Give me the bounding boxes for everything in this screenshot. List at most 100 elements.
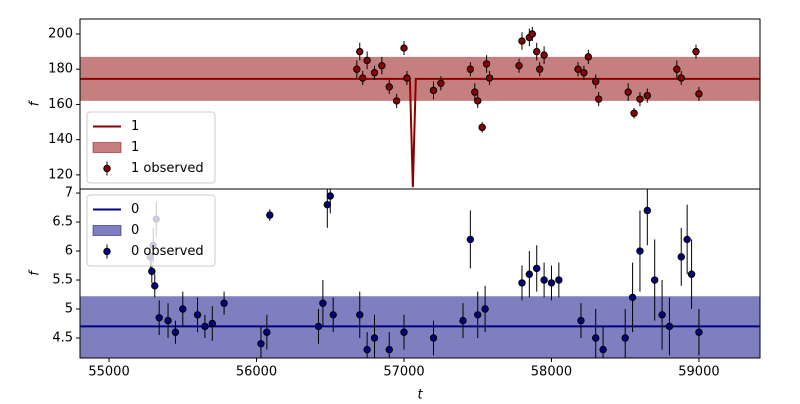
plot-area — [80, 26, 760, 188]
observed-point — [466, 65, 475, 73]
legend-swatch — [103, 164, 111, 173]
observed-point — [471, 88, 479, 96]
observed-point — [363, 345, 371, 354]
observed-point — [592, 334, 600, 342]
observed-point — [220, 299, 228, 307]
observed-point — [429, 334, 438, 342]
observed-point — [636, 247, 644, 255]
observed-point — [370, 334, 379, 342]
observed-point — [392, 97, 401, 105]
legend-box — [86, 111, 216, 184]
observed-point — [257, 340, 265, 348]
observed-point — [263, 328, 271, 336]
observed-point — [540, 51, 548, 59]
legend-swatch — [92, 225, 122, 236]
observed-point — [673, 65, 681, 73]
y-tick-label: 140 — [48, 132, 73, 147]
observed-point — [155, 314, 163, 322]
observed-point — [437, 79, 445, 88]
y-tick-label: 6 — [65, 244, 73, 259]
observed-point — [624, 88, 632, 96]
observed-point — [658, 311, 666, 319]
observed-point — [329, 311, 337, 319]
y-tick-label: 6.5 — [52, 215, 73, 230]
observed-point — [466, 235, 475, 244]
observed-point — [636, 95, 644, 103]
y-tick-label: 5 — [65, 302, 73, 317]
observed-point — [201, 322, 209, 331]
observed-point — [385, 83, 393, 91]
observed-point — [692, 47, 700, 56]
observed-point — [179, 305, 187, 313]
observed-point — [515, 61, 523, 70]
observed-point — [171, 328, 180, 336]
observed-point — [400, 44, 408, 52]
y-tick-label: 5.5 — [52, 273, 73, 288]
x-axis-label: t — [417, 388, 423, 401]
x-tick-label: 59000 — [678, 365, 719, 380]
legend-swatch — [92, 142, 122, 153]
legend-label: 1 — [131, 140, 139, 155]
observed-point — [266, 211, 274, 219]
observed-point — [643, 91, 652, 100]
observed-point — [385, 345, 393, 354]
observed-point — [574, 65, 582, 73]
legend-label: 1 — [131, 119, 139, 134]
observed-point — [148, 267, 156, 276]
observed-point — [555, 276, 563, 284]
observed-point — [459, 316, 467, 325]
y-tick-label: 180 — [48, 62, 73, 77]
x-tick-label: 58000 — [531, 365, 572, 380]
legend-label: 0 — [131, 223, 139, 238]
x-tick-label: 56000 — [236, 365, 277, 380]
legend-swatch — [103, 247, 111, 256]
observed-point — [151, 282, 159, 290]
observed-point — [319, 299, 327, 307]
observed-point — [535, 65, 544, 73]
observed-point — [478, 123, 486, 132]
observed-point — [482, 60, 491, 68]
observed-point — [378, 61, 386, 70]
observed-point — [665, 322, 674, 331]
observed-point — [683, 235, 691, 244]
observed-point — [518, 279, 526, 287]
observed-point — [621, 334, 629, 342]
observed-point — [533, 47, 541, 56]
observed-point — [628, 293, 637, 302]
observed-point — [599, 345, 607, 354]
axes-frame — [79, 188, 761, 359]
observed-point — [518, 37, 526, 45]
observed-point — [540, 276, 548, 284]
y-tick-label: 200 — [48, 26, 73, 41]
y-axis-label: f — [28, 99, 43, 106]
legend-label: 0 observed — [131, 244, 204, 259]
observed-point — [695, 90, 703, 98]
observed-point — [485, 74, 494, 82]
legend: 0 0 0 observed — [86, 194, 216, 267]
observed-point — [403, 74, 411, 82]
legend: 1 1 1 observed — [86, 111, 216, 184]
observed-point — [370, 69, 379, 77]
observed-point — [695, 328, 703, 336]
observed-point — [677, 253, 685, 261]
legend-label: 1 observed — [131, 161, 204, 176]
observed-point — [643, 206, 652, 215]
observed-point — [353, 65, 361, 73]
observed-point — [359, 74, 367, 82]
observed-point — [208, 319, 216, 328]
observed-point — [164, 316, 172, 325]
observed-point — [429, 86, 438, 95]
observed-point — [474, 311, 482, 319]
observed-point — [651, 276, 659, 284]
observed-point — [547, 279, 556, 287]
legend-label: 0 — [131, 202, 139, 217]
observed-point — [356, 311, 364, 319]
observed-point — [677, 74, 685, 82]
y-tick-label: 120 — [48, 167, 73, 182]
observed-point — [528, 30, 537, 38]
observed-point — [400, 328, 408, 336]
legend-box — [86, 194, 216, 267]
observed-point — [630, 109, 638, 117]
observed-point — [481, 305, 489, 313]
